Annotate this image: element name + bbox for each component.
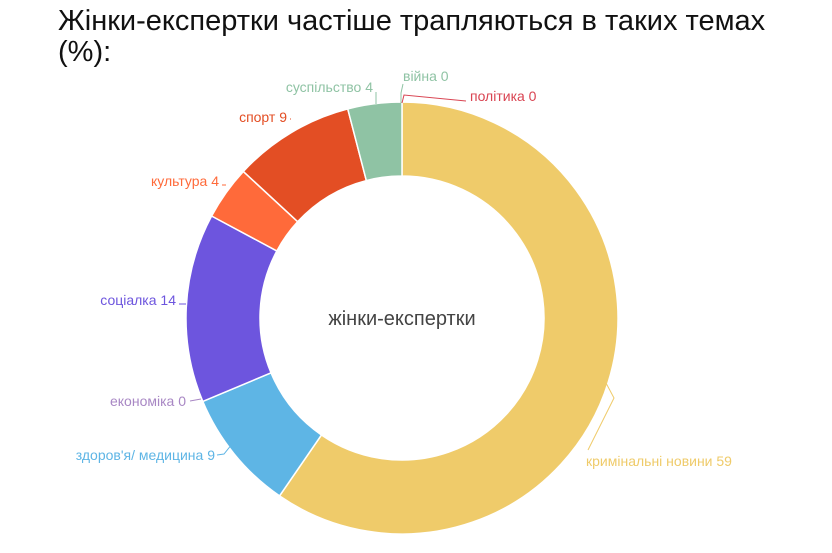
- slice-label-2: економіка 0: [110, 393, 186, 409]
- slice-label-7: війна 0: [403, 68, 449, 84]
- leader-line-8: [401, 94, 467, 104]
- leader-line-1: [216, 431, 233, 456]
- slice-label-8: політика 0: [470, 88, 537, 104]
- leader-line-0: [587, 382, 615, 451]
- slice-label-0: кримінальні новини 59: [586, 453, 732, 469]
- slice-label-3: соціалка 14: [100, 292, 176, 308]
- slice-label-4: культура 4: [151, 173, 219, 189]
- slice-label-5: спорт 9: [239, 109, 287, 125]
- chart-title: Жінки-експертки частіше трапляються в та…: [58, 5, 766, 68]
- donut-slice-6: [346, 101, 403, 182]
- donut-slices: [185, 101, 619, 535]
- slice-label-1: здоров'я/ медицина 9: [76, 447, 215, 463]
- slice-labels: кримінальні новини 59 здоров'я/ медицина …: [76, 68, 732, 469]
- leader-line-7: [400, 83, 404, 103]
- donut-slice-0: [278, 101, 619, 535]
- slice-label-6: суспільство 4: [286, 79, 373, 95]
- leader-line-2: [189, 398, 202, 402]
- label-leader-lines: [179, 83, 615, 456]
- donut-center-label: жінки-експертки: [328, 308, 475, 330]
